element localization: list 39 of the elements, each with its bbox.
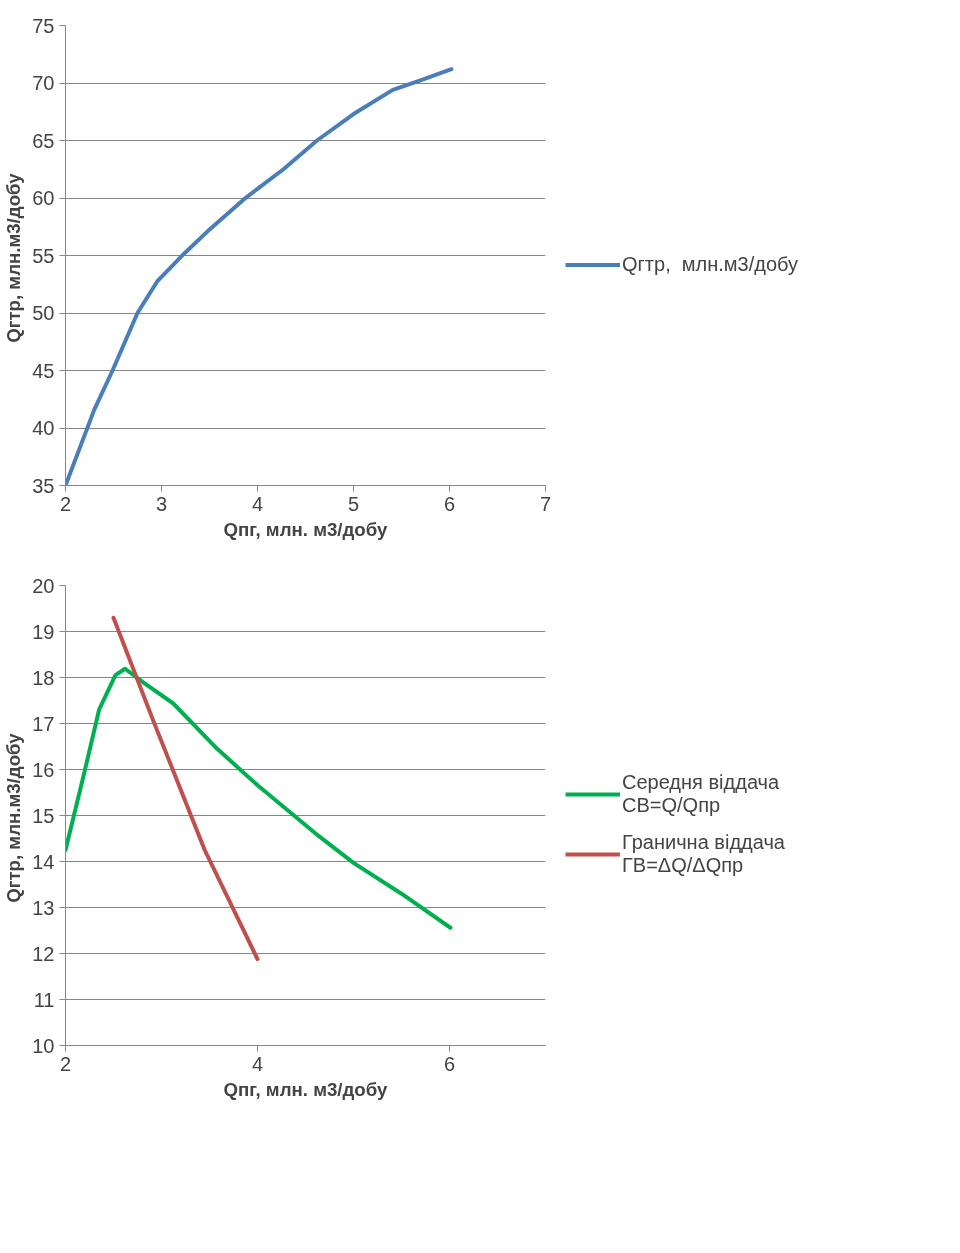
y-tick-label: 45 bbox=[32, 359, 55, 382]
y-tick-label: 60 bbox=[32, 187, 55, 209]
x-tick-label: 4 bbox=[251, 492, 264, 515]
y-tick-label: 17 bbox=[32, 712, 55, 735]
y-tick-label: 50 bbox=[32, 302, 55, 324]
line-series bbox=[65, 666, 453, 930]
y-tick-label: 18 bbox=[32, 666, 55, 689]
y-tick-label: 40 bbox=[32, 417, 55, 439]
x-tick-label: 7 bbox=[539, 492, 552, 515]
legend-label: Qгтр, млн.м3/добу bbox=[622, 252, 799, 276]
line-series bbox=[65, 67, 454, 486]
y-tick-label: 19 bbox=[32, 620, 55, 643]
y-tick-label: 15 bbox=[32, 804, 55, 827]
x-tick-label: 2 bbox=[59, 492, 72, 515]
y-axis-title: Qгтр, млн.м3/добу bbox=[3, 732, 25, 903]
y-tick-label: 14 bbox=[32, 850, 55, 873]
x-tick-label: 2 bbox=[59, 1052, 72, 1075]
y-tick-label: 20 bbox=[32, 574, 55, 597]
legend-label: Середня віддача СВ=Q/Qпр bbox=[622, 771, 780, 817]
x-tick-label: 6 bbox=[443, 1052, 456, 1075]
y-axis-title: Qгтр, млн.м3/добу bbox=[3, 172, 25, 343]
x-tick-label: 6 bbox=[443, 492, 456, 515]
legend-label: Гранична віддача ГВ=ΔQ/ΔQпр bbox=[622, 831, 785, 877]
y-tick-label: 35 bbox=[32, 474, 55, 497]
y-tick-label: 65 bbox=[32, 129, 55, 152]
y-tick-label: 13 bbox=[32, 896, 55, 919]
x-axis-title: Qпг, млн. м3/добу bbox=[223, 518, 389, 540]
x-axis-title: Qпг, млн. м3/добу bbox=[223, 1078, 389, 1100]
y-tick-label: 16 bbox=[32, 758, 55, 781]
line-series bbox=[111, 615, 260, 962]
y-tick-label: 11 bbox=[33, 988, 55, 1011]
x-tick-label: 5 bbox=[347, 492, 360, 515]
y-tick-label: 55 bbox=[32, 244, 55, 267]
y-tick-label: 75 bbox=[32, 14, 55, 37]
y-tick-label: 10 bbox=[32, 1034, 55, 1057]
x-tick-label: 4 bbox=[251, 1052, 264, 1075]
x-tick-label: 3 bbox=[155, 492, 168, 515]
y-tick-label: 70 bbox=[32, 72, 55, 94]
y-tick-label: 12 bbox=[32, 942, 55, 965]
